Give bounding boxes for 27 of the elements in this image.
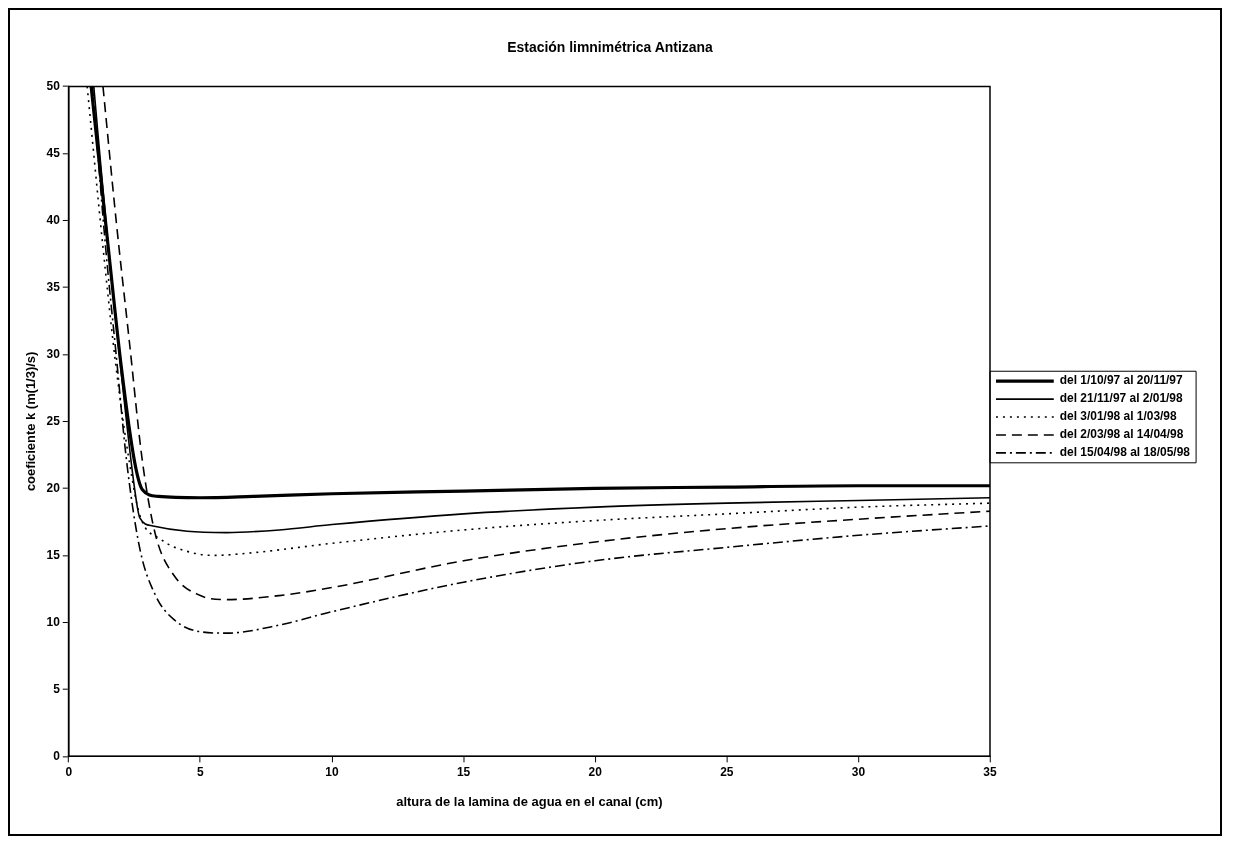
x-tick-label: 10 <box>325 764 339 779</box>
x-axis-title: altura de la lamina de agua en el canal (cm) <box>396 793 663 809</box>
x-tick-label: 0 <box>65 764 73 779</box>
y-axis-title: coeficiente k (m(1/3)/s) <box>23 351 39 492</box>
y-tick-label: 0 <box>53 748 61 763</box>
y-tick-label: 25 <box>46 413 61 428</box>
legend-label: del 3/01/98 al 1/03/98 <box>1059 409 1178 424</box>
x-tick-label: 30 <box>851 764 866 779</box>
chart-title: Estación limnimétrica Antizana <box>507 39 714 56</box>
x-tick-label: 35 <box>983 764 997 779</box>
legend-label: del 21/11/97 al 2/01/98 <box>1059 391 1184 406</box>
legend-label: del 1/10/97 al 20/11/97 <box>1059 373 1184 388</box>
y-tick-label: 50 <box>46 78 61 93</box>
y-tick-label: 10 <box>46 614 61 629</box>
legend-label: del 15/04/98 al 18/05/98 <box>1059 445 1191 460</box>
y-tick-label: 5 <box>53 681 61 696</box>
y-tick-label: 20 <box>46 480 61 495</box>
legend-label: del 2/03/98 al 14/04/98 <box>1059 427 1184 442</box>
y-tick-label: 40 <box>46 212 61 227</box>
y-tick-label: 35 <box>46 279 61 294</box>
y-tick-label: 45 <box>46 145 61 160</box>
y-tick-label: 15 <box>46 547 61 562</box>
x-tick-label: 20 <box>588 764 603 779</box>
x-tick-label: 15 <box>456 764 471 779</box>
x-tick-label: 25 <box>720 764 734 779</box>
y-tick-label: 30 <box>46 346 61 361</box>
x-tick-label: 5 <box>197 764 205 779</box>
